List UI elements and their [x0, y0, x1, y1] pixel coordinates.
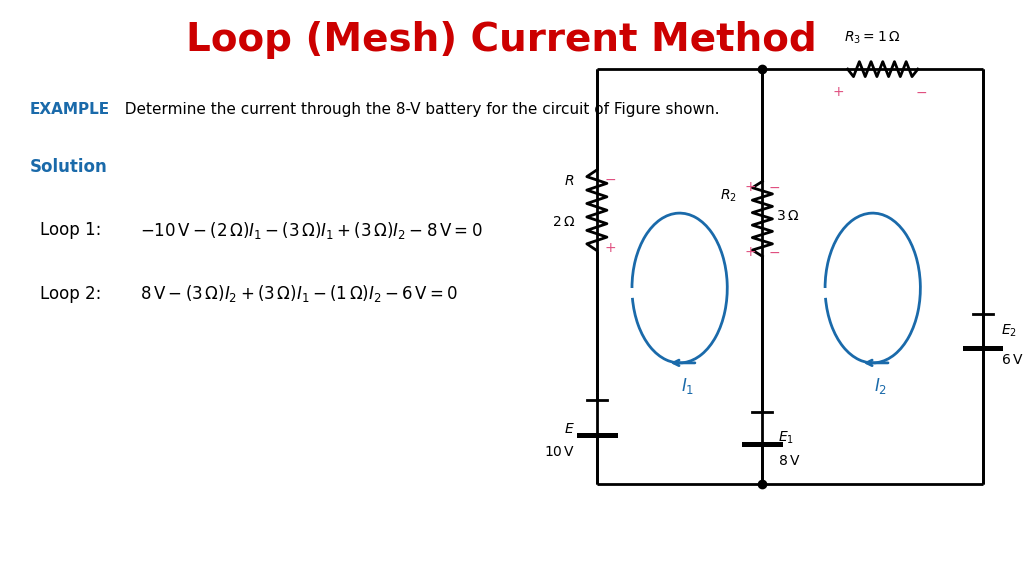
Text: $6\,\mathrm{V}$: $6\,\mathrm{V}$ [1001, 353, 1024, 367]
Text: $-$: $-$ [768, 180, 780, 194]
Text: $-$: $-$ [604, 172, 616, 185]
Text: $I_1$: $I_1$ [681, 376, 694, 396]
Text: Loop 2:: Loop 2: [40, 285, 101, 303]
Text: $+$: $+$ [604, 241, 616, 255]
Text: $+$: $+$ [831, 85, 844, 99]
Text: $-10\,\mathrm{V} - (2\,\Omega)I_1 - (3\,\Omega)I_1 + (3\,\Omega)I_2 - 8\,\mathrm: $-10\,\mathrm{V} - (2\,\Omega)I_1 - (3\,… [140, 220, 483, 241]
Text: Determine the current through the 8-V battery for the circuit of Figure shown.: Determine the current through the 8-V ba… [116, 102, 720, 117]
Text: Loop 1:: Loop 1: [40, 221, 101, 240]
Text: $-$: $-$ [914, 85, 927, 99]
Text: $E_1$: $E_1$ [778, 430, 795, 446]
Text: EXAMPLE: EXAMPLE [30, 102, 111, 117]
Text: $+$: $+$ [744, 180, 757, 194]
Text: $R_3 = 1\,\Omega$: $R_3 = 1\,\Omega$ [845, 29, 901, 46]
Text: $E_2$: $E_2$ [1001, 323, 1017, 339]
Text: $I_2$: $I_2$ [874, 376, 888, 396]
Text: $E$: $E$ [564, 422, 574, 436]
Text: Loop (Mesh) Current Method: Loop (Mesh) Current Method [186, 21, 817, 59]
Text: $+$: $+$ [744, 245, 757, 259]
Text: $8\,\mathrm{V} - (3\,\Omega)I_2 + (3\,\Omega)I_1 - (1\,\Omega)I_2 - 6\,\mathrm{V: $8\,\mathrm{V} - (3\,\Omega)I_2 + (3\,\O… [140, 283, 459, 304]
Text: Solution: Solution [30, 158, 108, 176]
Text: $R$: $R$ [564, 175, 574, 188]
Text: $-$: $-$ [768, 245, 780, 259]
Text: $2\,\Omega$: $2\,\Omega$ [552, 215, 574, 229]
Text: $8\,\mathrm{V}$: $8\,\mathrm{V}$ [778, 454, 801, 468]
Text: $10\,\mathrm{V}$: $10\,\mathrm{V}$ [544, 445, 574, 459]
Text: $3\,\Omega$: $3\,\Omega$ [776, 209, 800, 223]
Text: $R_2$: $R_2$ [721, 188, 737, 204]
